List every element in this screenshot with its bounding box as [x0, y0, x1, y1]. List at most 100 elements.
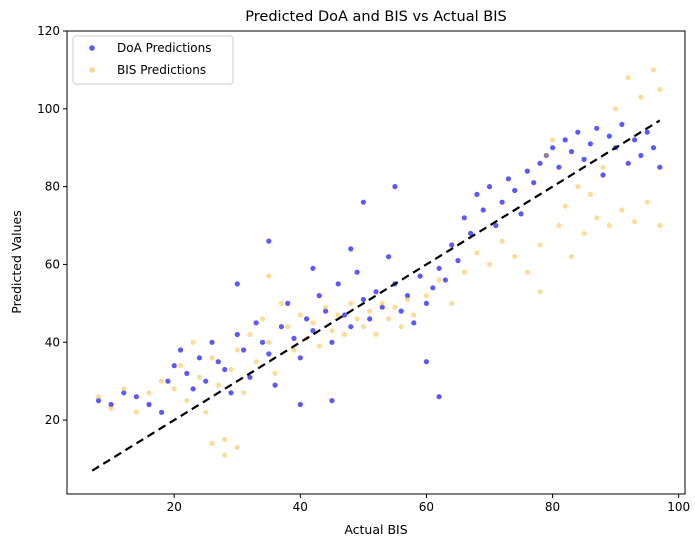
bis-point	[323, 304, 329, 310]
x-tick-label: 40	[293, 500, 308, 514]
doa-point	[278, 324, 284, 330]
bis-point	[423, 293, 429, 299]
bis-point	[159, 378, 165, 384]
y-tick-label: 60	[45, 257, 60, 271]
doa-point	[556, 164, 562, 170]
bis-point	[657, 222, 663, 229]
bis-point	[512, 254, 518, 260]
doa-point	[461, 215, 467, 221]
doa-point	[587, 141, 594, 147]
doa-point	[190, 386, 196, 392]
doa-point	[272, 382, 278, 388]
bis-point	[657, 86, 663, 92]
bis-point	[550, 137, 556, 143]
doa-point	[241, 347, 247, 353]
doa-point	[625, 160, 631, 166]
plot-area	[91, 67, 663, 472]
bis-point	[209, 440, 215, 446]
doa-point	[165, 378, 171, 384]
bis-point	[108, 405, 114, 411]
doa-point	[228, 390, 234, 396]
doa-point	[348, 246, 354, 252]
bis-point	[562, 203, 568, 209]
doa-point	[341, 312, 348, 318]
bis-point	[316, 343, 322, 349]
y-tick-label: 80	[45, 180, 60, 194]
legend: DoA Predictions BIS Predictions	[72, 35, 234, 85]
bis-point	[209, 355, 215, 361]
bis-point	[133, 409, 139, 415]
y-tick-label: 40	[45, 335, 60, 349]
doa-point	[524, 168, 530, 174]
doa-point	[184, 370, 190, 376]
doa-point	[581, 156, 587, 162]
doa-point	[304, 316, 310, 322]
doa-point	[285, 300, 291, 306]
doa-point	[386, 254, 392, 260]
bis-point	[575, 184, 581, 190]
bis-point	[266, 273, 272, 279]
doa-point	[411, 320, 417, 326]
bis-point	[449, 300, 455, 306]
bis-point	[190, 339, 196, 345]
bis-point	[222, 452, 228, 458]
doa-point	[619, 121, 625, 127]
doa-point	[329, 339, 335, 345]
bis-point	[272, 370, 278, 376]
doa-point	[512, 187, 518, 194]
doa-point	[234, 331, 240, 338]
doa-point	[455, 258, 461, 264]
doa-point	[196, 355, 202, 361]
x-tick-label: 20	[167, 500, 182, 514]
bis-point	[474, 250, 480, 256]
doa-point	[562, 137, 568, 143]
bis-point	[524, 269, 530, 275]
bis-point	[411, 312, 417, 318]
bis-point	[171, 386, 177, 392]
bis-point	[499, 238, 505, 244]
doa-point	[423, 300, 429, 306]
bis-point	[184, 398, 190, 404]
doa-point	[316, 293, 322, 299]
doa-point	[449, 242, 455, 248]
bis-point	[644, 199, 650, 205]
bis-point	[266, 339, 272, 345]
doa-point	[323, 308, 329, 314]
doa-point	[310, 265, 316, 271]
doa-point	[259, 339, 266, 345]
bis-point	[203, 409, 209, 415]
bis-point	[632, 219, 638, 225]
bis-point	[146, 390, 152, 396]
bis-point	[285, 324, 291, 330]
y-tick-label: 20	[45, 413, 60, 427]
doa-point	[133, 394, 139, 400]
doa-point	[234, 281, 240, 287]
bis-point	[241, 390, 247, 396]
doa-point	[266, 238, 272, 244]
doa-point	[417, 273, 423, 279]
doa-point	[644, 129, 650, 135]
doa-point	[594, 125, 600, 131]
doa-point	[203, 378, 209, 384]
doa-point	[297, 401, 303, 408]
y-axis-label: Predicted Values	[9, 210, 24, 314]
axes: 20 40 60 80 100 20 40 60 80 100 120	[37, 24, 690, 514]
bis-point	[177, 363, 184, 369]
doa-point	[499, 199, 505, 205]
bis-point	[228, 366, 234, 373]
y-tick-label: 120	[37, 24, 60, 38]
doa-point	[486, 184, 493, 190]
bis-point	[354, 316, 360, 322]
bis-point	[486, 261, 493, 267]
bis-point	[581, 230, 587, 236]
legend-label-doa: DoA Predictions	[117, 41, 211, 55]
series-doa	[95, 121, 663, 415]
bis-point	[606, 222, 612, 229]
doa-point	[392, 184, 398, 190]
bis-point	[121, 386, 127, 392]
bis-point	[436, 277, 442, 283]
doa-point	[606, 133, 612, 139]
doa-point	[310, 328, 316, 334]
doa-point	[222, 366, 228, 373]
